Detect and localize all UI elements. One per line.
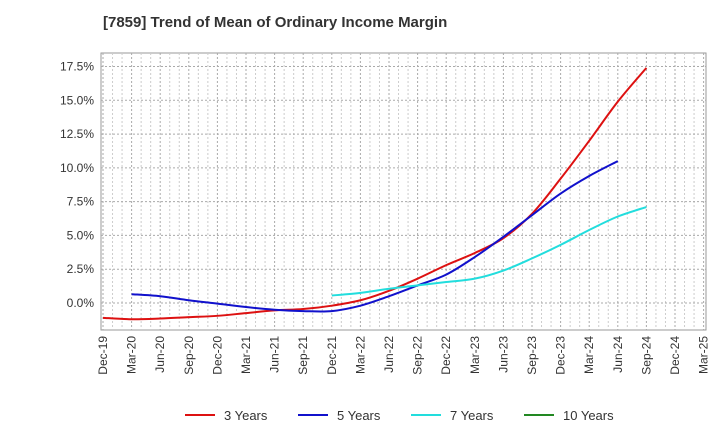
x-tick-label: Dec-24 (668, 336, 682, 375)
x-tick-label: Sep-22 (411, 336, 425, 375)
x-tick-label: Sep-20 (182, 336, 196, 375)
x-tick-label: Mar-20 (125, 336, 139, 374)
series-line-7-years (331, 206, 647, 297)
grid-lines (101, 53, 706, 330)
series-line-5-years (131, 160, 619, 313)
x-tick-label: Sep-21 (296, 336, 310, 375)
x-tick-label: Dec-20 (210, 336, 224, 375)
legend-label-7-years: 7 Years (450, 408, 494, 423)
x-tick-label: Mar-23 (468, 336, 482, 374)
x-tick-label: Dec-23 (554, 336, 568, 375)
legend: 3 Years 5 Years 7 Years 10 Years (185, 408, 614, 423)
x-tick-label: Dec-19 (96, 336, 110, 375)
legend-label-3-years: 3 Years (224, 408, 268, 423)
y-axis: 0.0% 2.5% 5.0% 7.5% 10.0% 12.5% 15.0% 17.5% (60, 60, 94, 310)
plot-area (100, 52, 707, 331)
x-tick-label: Mar-22 (353, 336, 367, 374)
y-tick-label: 10.0% (60, 161, 94, 175)
y-tick-label: 7.5% (67, 195, 95, 209)
y-tick-label: 17.5% (60, 60, 94, 74)
x-tick-label: Dec-21 (325, 336, 339, 375)
x-tick-label: Jun-22 (382, 336, 396, 373)
series-lines (102, 67, 648, 321)
x-tick-label: Jun-21 (268, 336, 282, 373)
y-tick-label: 5.0% (67, 228, 95, 242)
x-tick-label: Dec-22 (439, 336, 453, 375)
x-tick-label: Jun-20 (153, 336, 167, 373)
y-tick-label: 2.5% (67, 262, 95, 276)
series-line-3-years (102, 67, 648, 321)
legend-label-10-years: 10 Years (563, 408, 614, 423)
x-tick-label: Jun-23 (496, 336, 510, 373)
x-tick-label: Mar-21 (239, 336, 253, 374)
x-tick-label: Mar-24 (582, 336, 596, 374)
y-tick-label: 0.0% (67, 296, 95, 310)
y-tick-label: 15.0% (60, 93, 94, 107)
x-tick-label: Sep-23 (525, 336, 539, 375)
y-tick-label: 12.5% (60, 127, 94, 141)
chart-title: [7859] Trend of Mean of Ordinary Income … (103, 14, 448, 31)
x-tick-label: Jun-24 (611, 336, 625, 373)
x-axis: Dec-19 Mar-20 Jun-20 Sep-20 Dec-20 Mar-21 Jun-… (96, 336, 711, 375)
x-tick-label: Sep-24 (639, 336, 653, 375)
legend-label-5-years: 5 Years (337, 408, 381, 423)
x-tick-label: Mar-25 (697, 336, 711, 374)
